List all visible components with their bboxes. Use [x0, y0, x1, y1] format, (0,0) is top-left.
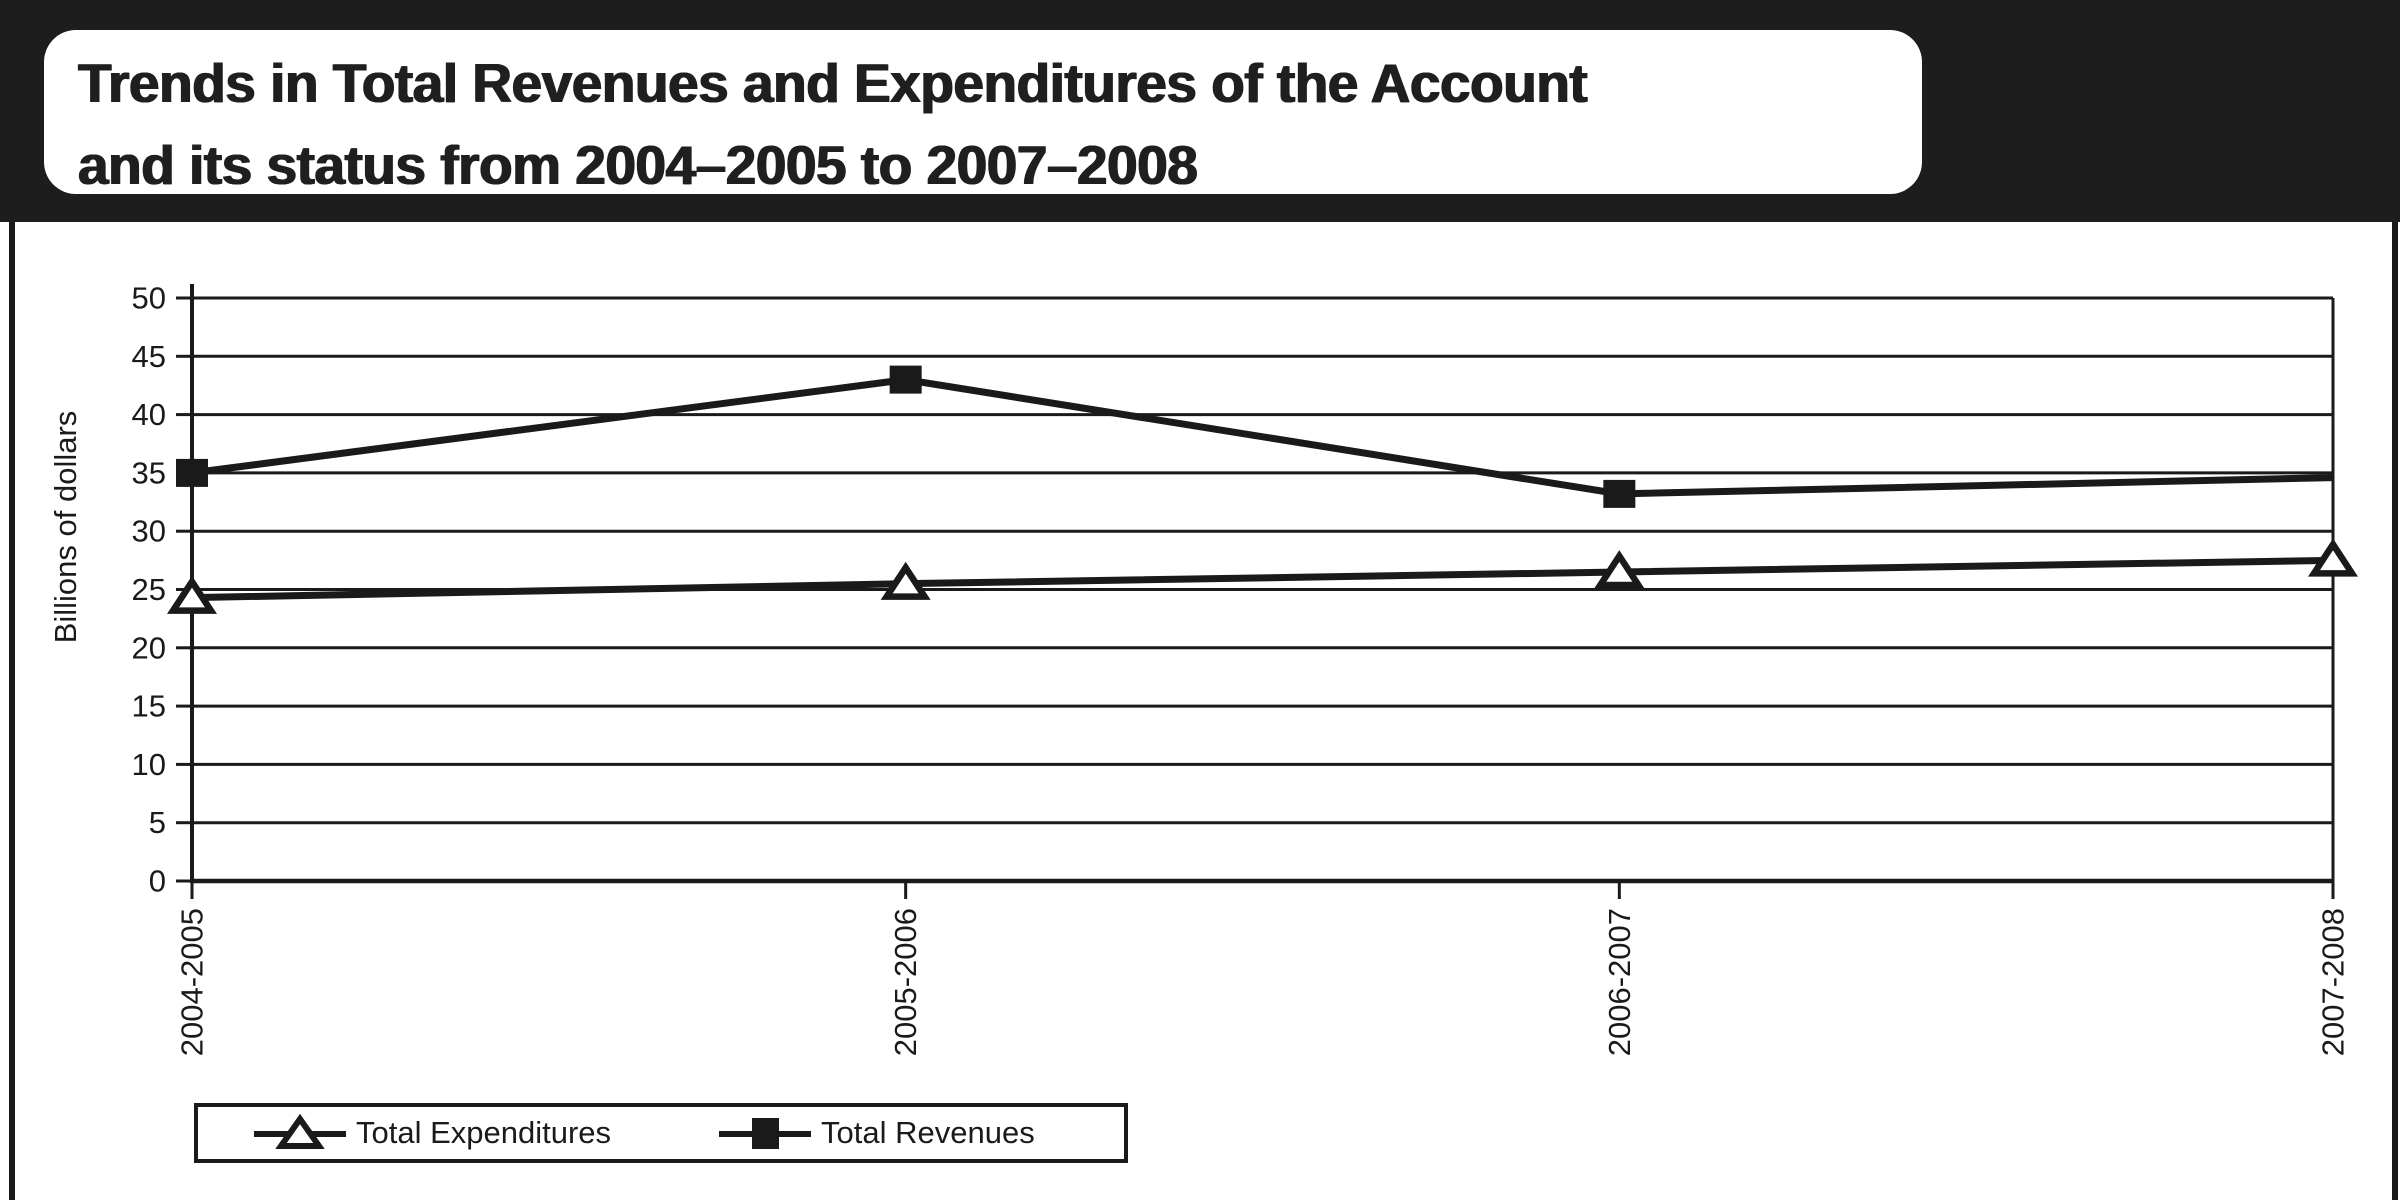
chart-legend: Total Expenditures Total Revenues — [194, 1103, 1128, 1163]
legend-item-total-expenditures: Total Expenditures — [254, 1114, 611, 1152]
y-tick-label: 45 — [132, 339, 166, 374]
data-marker-triangle — [1594, 550, 1645, 589]
y-tick-label: 5 — [149, 805, 166, 840]
y-tick-label: 35 — [132, 455, 166, 490]
data-marker-square — [889, 365, 922, 394]
chart-title-line-1: Trends in Total Revenues and Expenditure… — [78, 52, 1588, 114]
y-tick-label: 40 — [132, 397, 166, 432]
y-tick-label: 25 — [132, 572, 166, 607]
filled-square-marker-icon — [719, 1118, 812, 1149]
page-border-right — [2392, 222, 2398, 1200]
chart-title-line-2: and its status from 2004–2005 to 2007–20… — [78, 134, 1198, 196]
header-bar: Trends in Total Revenues and Expenditure… — [0, 0, 2400, 222]
y-tick-label: 10 — [132, 747, 166, 782]
data-marker-square — [1603, 479, 1636, 508]
y-tick-label: 30 — [132, 514, 166, 549]
page-border-left — [9, 222, 15, 1200]
y-axis-title: Billions of dollars — [48, 410, 83, 644]
series-line-total-expenditures — [191, 556, 2334, 602]
y-tick-label: 20 — [132, 630, 166, 665]
legend-label-total-revenues: Total Revenues — [821, 1115, 1035, 1150]
x-tick-label: 2007-2008 — [2316, 908, 2351, 1056]
x-tick-label: 2004-2005 — [175, 908, 210, 1056]
chart-title-box: Trends in Total Revenues and Expenditure… — [44, 30, 1922, 196]
x-tick-label: 2006-2007 — [1602, 908, 1637, 1056]
data-marker-square — [176, 458, 208, 487]
data-marker-triangle — [880, 561, 931, 600]
series-line-total-revenues — [191, 376, 2334, 498]
data-marker-triangle — [2307, 538, 2359, 577]
legend-item-total-revenues: Total Revenues — [719, 1114, 1035, 1152]
open-triangle-marker-icon — [254, 1114, 346, 1149]
legend-label-total-expenditures: Total Expenditures — [356, 1115, 612, 1150]
y-tick-label: 0 — [149, 864, 166, 899]
y-tick-label: 15 — [132, 689, 166, 724]
x-tick-label: 2005-2006 — [888, 908, 923, 1056]
data-marker-triangle — [166, 575, 218, 614]
y-tick-label: 50 — [132, 281, 166, 316]
